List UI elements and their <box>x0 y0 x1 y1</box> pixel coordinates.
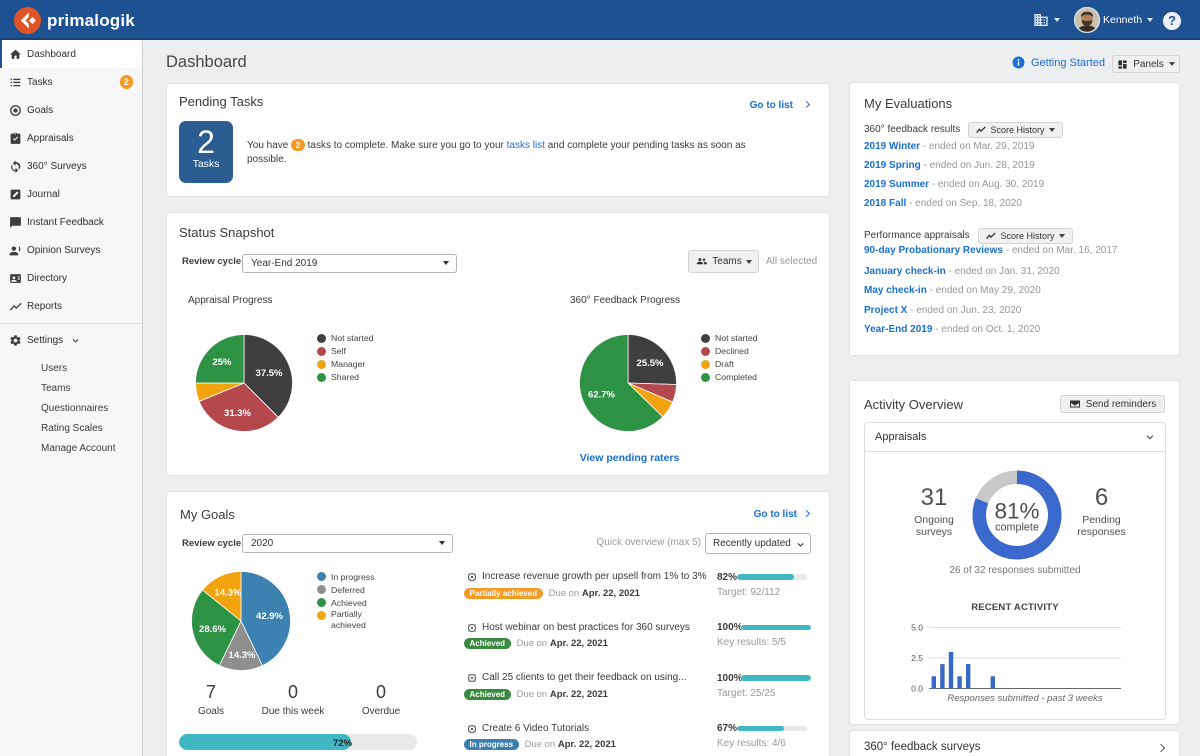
svg-text:31.3%: 31.3% <box>224 408 251 419</box>
svg-text:25%: 25% <box>212 357 232 368</box>
svg-text:28.6%: 28.6% <box>199 624 226 635</box>
svg-text:5.0: 5.0 <box>911 622 923 632</box>
svg-text:14.3%: 14.3% <box>229 650 256 661</box>
svg-text:37.5%: 37.5% <box>256 368 283 379</box>
svg-text:81%: 81% <box>994 499 1039 524</box>
svg-text:0.0: 0.0 <box>911 683 923 693</box>
svg-text:complete: complete <box>995 522 1039 534</box>
svg-text:14.3%: 14.3% <box>215 588 242 599</box>
svg-text:25.5%: 25.5% <box>637 358 664 369</box>
svg-text:62.7%: 62.7% <box>588 390 615 401</box>
svg-text:42.9%: 42.9% <box>256 611 283 622</box>
svg-text:2.5: 2.5 <box>911 653 923 663</box>
